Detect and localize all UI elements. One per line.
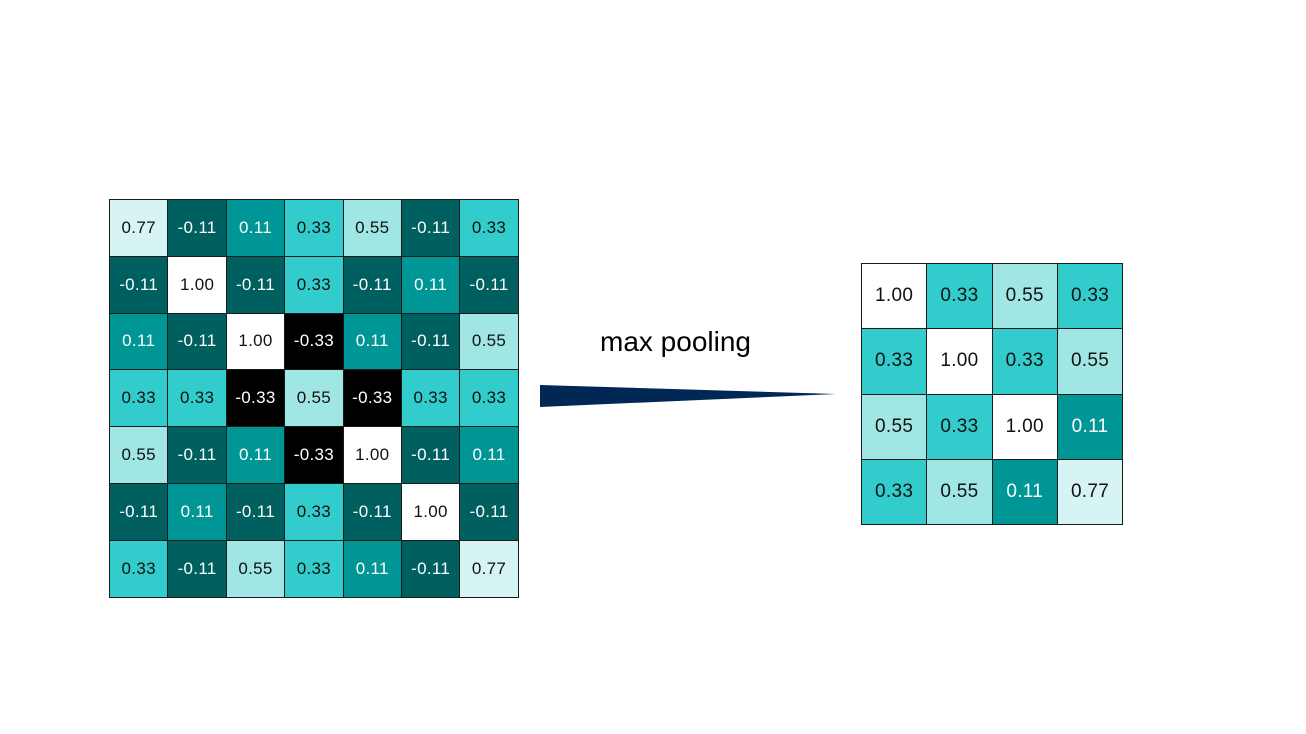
input-cell-r7-c1: 0.33 (110, 540, 169, 598)
input-cell-r3-c5: 0.11 (343, 313, 402, 371)
output-cell-r4-c3: 0.11 (992, 459, 1058, 526)
input-cell-r7-c4: 0.33 (285, 540, 344, 598)
input-cell-r4-c4: 0.55 (285, 370, 344, 428)
input-cell-r2-c1: -0.11 (110, 256, 169, 314)
output-cell-r4-c4: 0.77 (1057, 459, 1124, 526)
input-cell-r2-c6: 0.11 (401, 256, 461, 314)
input-cell-r3-c3: 1.00 (226, 313, 286, 371)
input-cell-r7-c3: 0.55 (226, 540, 286, 598)
output-cell-r4-c1: 0.33 (862, 459, 928, 526)
output-cell-r4-c2: 0.55 (927, 459, 993, 526)
input-cell-r4-c3: -0.33 (226, 370, 286, 428)
pooled-feature-map: 1.00 0.33 0.55 0.33 0.33 1.00 0.33 0.55 0.55 0.33… (861, 263, 1124, 526)
input-cell-r1-c5: 0.55 (343, 200, 402, 257)
input-cell-r6-c7: -0.11 (460, 483, 519, 541)
input-cell-r5-c1: 0.55 (110, 427, 169, 484)
output-cell-r3-c3: 1.00 (992, 394, 1058, 460)
input-cell-r6-c2: 0.11 (168, 483, 227, 541)
input-cell-r5-c4: -0.33 (285, 427, 344, 484)
output-cell-r1-c4: 0.33 (1057, 264, 1124, 330)
input-cell-r5-c2: -0.11 (168, 427, 227, 484)
input-cell-r4-c6: 0.33 (401, 370, 461, 428)
input-cell-r6-c4: 0.33 (285, 483, 344, 541)
input-cell-r4-c2: 0.33 (168, 370, 227, 428)
input-cell-r5-c7: 0.11 (460, 427, 519, 484)
output-cell-r1-c1: 1.00 (862, 264, 928, 330)
output-cell-r3-c1: 0.55 (862, 394, 928, 460)
input-cell-r7-c7: 0.77 (460, 540, 519, 598)
input-cell-r2-c3: -0.11 (226, 256, 286, 314)
input-cell-r2-c4: 0.33 (285, 256, 344, 314)
output-cell-r3-c4: 0.11 (1057, 394, 1124, 460)
input-cell-r1-c1: 0.77 (110, 200, 169, 257)
input-cell-r3-c4: -0.33 (285, 313, 344, 371)
input-cell-r1-c2: -0.11 (168, 200, 227, 257)
input-cell-r4-c5: -0.33 (343, 370, 402, 428)
output-cell-r3-c2: 0.33 (927, 394, 993, 460)
arrow-shape (540, 385, 836, 407)
output-cell-r2-c3: 0.33 (992, 329, 1058, 395)
input-cell-r5-c3: 0.11 (226, 427, 286, 484)
input-cell-r3-c7: 0.55 (460, 313, 519, 371)
input-cell-r2-c5: -0.11 (343, 256, 402, 314)
input-cell-r7-c6: -0.11 (401, 540, 461, 598)
input-cell-r1-c4: 0.33 (285, 200, 344, 257)
output-cell-r2-c1: 0.33 (862, 329, 928, 395)
input-cell-r1-c7: 0.33 (460, 200, 519, 257)
input-cell-r3-c6: -0.11 (401, 313, 461, 371)
input-cell-r7-c5: 0.11 (343, 540, 402, 598)
output-cell-r2-c2: 1.00 (927, 329, 993, 395)
input-feature-map: 0.77 -0.11 0.11 0.33 0.55 -0.11 0.33 -0.11 1.00-… (109, 199, 519, 598)
input-cell-r6-c5: -0.11 (343, 483, 402, 541)
arrow-wedge (540, 385, 836, 407)
input-cell-r1-c3: 0.11 (226, 200, 286, 257)
input-cell-r2-c2: 1.00 (168, 256, 227, 314)
output-cell-r2-c4: 0.55 (1057, 329, 1124, 395)
input-cell-r7-c2: -0.11 (168, 540, 227, 598)
input-cell-r5-c5: 1.00 (343, 427, 402, 484)
input-cell-r3-c2: -0.11 (168, 313, 227, 371)
input-cell-r1-c6: -0.11 (401, 200, 461, 257)
operation-label: max pooling (600, 326, 751, 357)
output-cell-r1-c3: 0.55 (992, 264, 1058, 330)
input-cell-r6-c6: 1.00 (401, 483, 461, 541)
input-cell-r4-c7: 0.33 (460, 370, 519, 428)
input-cell-r6-c1: -0.11 (110, 483, 169, 541)
output-cell-r1-c2: 0.33 (927, 264, 993, 330)
input-cell-r4-c1: 0.33 (110, 370, 169, 428)
input-cell-r5-c6: -0.11 (401, 427, 461, 484)
input-cell-r2-c7: -0.11 (460, 256, 519, 314)
input-cell-r3-c1: 0.11 (110, 313, 169, 371)
input-cell-r6-c3: -0.11 (226, 483, 286, 541)
